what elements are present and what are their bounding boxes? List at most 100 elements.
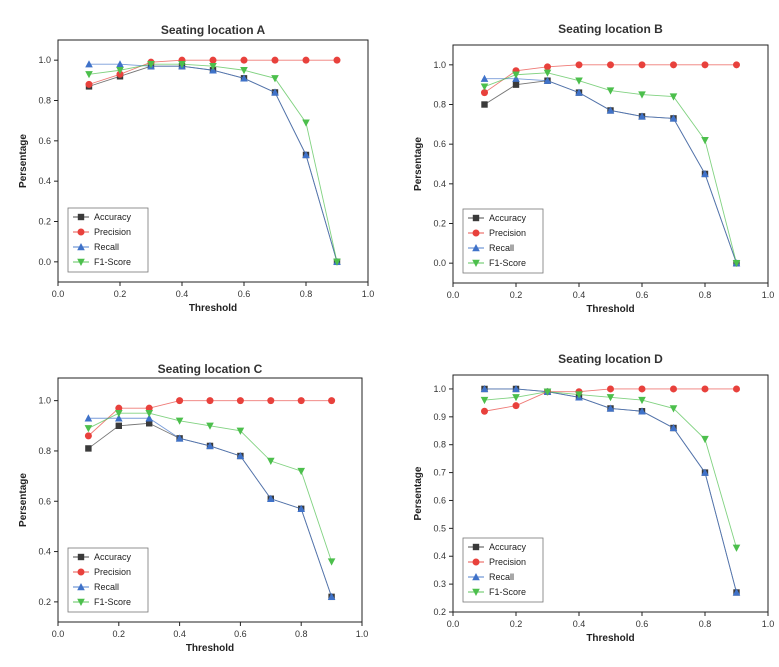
x-tick-label: 0.8 (699, 290, 712, 300)
chart-title: Seating location B (558, 22, 663, 36)
data-point (302, 150, 310, 159)
x-tick-label: 0.4 (573, 290, 586, 300)
x-tick-label: 1.0 (762, 619, 775, 629)
legend-entry: Accuracy (489, 542, 527, 552)
data-point (638, 61, 646, 69)
data-point (544, 63, 551, 71)
x-tick-label: 1.0 (762, 290, 775, 300)
legend: Accuracy Precision Recall F1-Score (462, 208, 544, 274)
legend-marker (77, 583, 85, 591)
x-axis-label: Threshold (586, 633, 634, 644)
data-point (732, 544, 741, 552)
data-point (85, 80, 93, 88)
data-point (236, 427, 245, 435)
data-point (480, 83, 489, 91)
data-point (638, 385, 646, 393)
data-point (116, 67, 124, 75)
x-axis-label: Threshold (186, 643, 234, 654)
data-point (236, 397, 244, 405)
data-point (84, 425, 93, 433)
plot-frame (57, 377, 363, 623)
y-tick-label: 0.6 (38, 496, 51, 506)
legend-entry: Accuracy (94, 212, 132, 222)
legend-marker (472, 259, 480, 267)
data-point (669, 405, 678, 413)
x-tick-label: 0.2 (510, 619, 523, 629)
y-tick-label: 0.5 (433, 523, 446, 533)
x-tick-label: 0.4 (176, 289, 189, 299)
chart-title: Seating location A (161, 23, 266, 37)
data-point (638, 91, 646, 99)
y-tick-label: 1.0 (38, 396, 51, 406)
data-point (333, 258, 341, 266)
series-recall (480, 74, 741, 267)
legend-marker (472, 573, 480, 581)
data-point (85, 445, 92, 452)
data-point (85, 60, 93, 68)
legend-entry: Precision (489, 228, 526, 238)
legend-entry: Precision (94, 227, 131, 237)
data-point (670, 61, 677, 69)
data-point (176, 397, 184, 405)
data-point (209, 56, 217, 64)
series-precision (481, 61, 740, 97)
data-point (145, 410, 153, 418)
data-point (512, 402, 520, 410)
data-point (271, 75, 279, 83)
data-point (327, 592, 336, 601)
y-tick-label: 0.6 (433, 495, 446, 505)
x-tick-label: 0.6 (238, 289, 251, 299)
data-point (575, 391, 583, 399)
x-axis-label: Threshold (189, 303, 237, 314)
data-point (701, 169, 709, 178)
data-point (206, 441, 214, 450)
data-point (116, 70, 124, 78)
data-point (327, 558, 336, 566)
x-tick-label: 1.0 (356, 629, 369, 639)
y-tick-label: 0.4 (38, 547, 51, 557)
data-point (302, 56, 310, 64)
series-precision (84, 397, 336, 440)
data-point (175, 417, 184, 425)
series-line (88, 412, 333, 562)
data-point (575, 77, 583, 85)
data-point (669, 423, 678, 432)
data-point (328, 397, 336, 405)
legend-marker (472, 214, 480, 222)
legend-entry: Recall (94, 582, 119, 592)
data-point (240, 67, 248, 75)
x-tick-label: 0.6 (636, 290, 649, 300)
data-point (480, 74, 489, 82)
legend-entry: Precision (489, 557, 526, 567)
legend-marker (77, 598, 85, 606)
y-axis-label: Persentage (18, 473, 29, 527)
data-point (512, 71, 520, 79)
data-point (606, 404, 615, 412)
subplot-2: Seating location B 0.0 0.2 0.4 0.6 0.8 1.0 0.0 0… (413, 22, 774, 315)
data-point (733, 61, 740, 69)
y-tick-label: 0.8 (433, 100, 446, 110)
data-point (701, 61, 709, 69)
data-point (147, 61, 155, 69)
data-point (116, 60, 124, 68)
data-point (297, 467, 305, 476)
x-tick-label: 0.0 (52, 629, 65, 639)
data-point (236, 451, 245, 460)
legend: Accuracy Precision Recall F1-Score (67, 547, 149, 613)
data-point (480, 396, 489, 405)
data-point (701, 385, 709, 393)
x-axis-label: Threshold (586, 304, 634, 315)
data-point (267, 457, 275, 466)
data-point (638, 407, 646, 415)
data-point (480, 384, 489, 393)
legend-marker (77, 568, 85, 576)
y-tick-label: 0.0 (38, 257, 51, 267)
y-tick-label: 1.0 (433, 60, 446, 70)
data-point (115, 404, 123, 412)
data-point (732, 588, 741, 596)
data-point (175, 434, 184, 442)
legend-marker (77, 553, 85, 561)
data-point (115, 410, 123, 418)
y-tick-label: 0.2 (433, 219, 446, 229)
